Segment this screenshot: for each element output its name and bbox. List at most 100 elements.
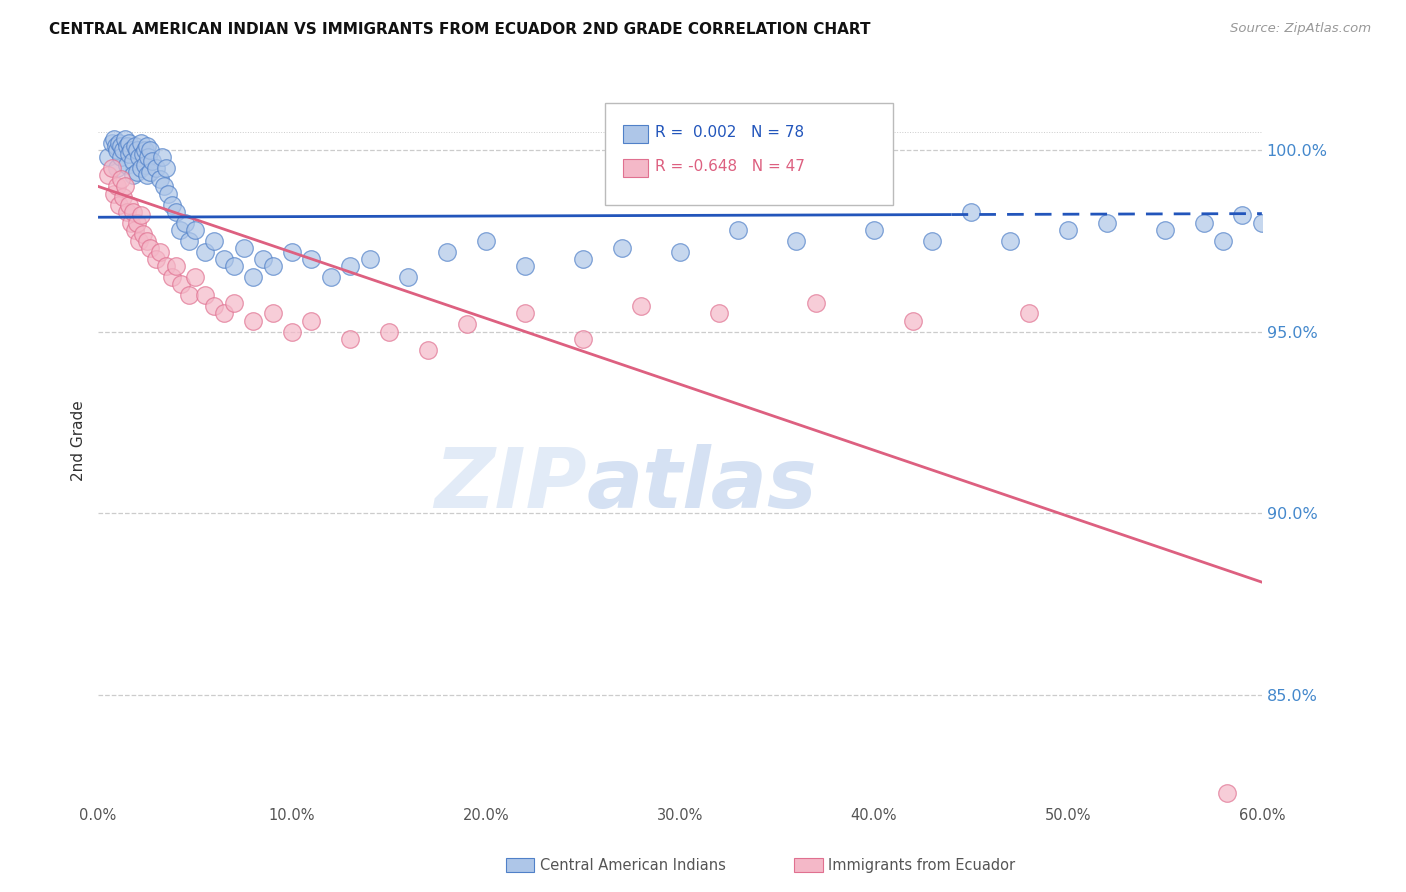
Point	[174, 216, 197, 230]
Point	[122, 153, 145, 168]
Text: Immigrants from Ecuador: Immigrants from Ecuador	[828, 858, 1015, 872]
Point	[232, 241, 254, 255]
Point	[194, 288, 217, 302]
Point	[572, 252, 595, 266]
Point	[610, 241, 633, 255]
Point	[416, 343, 439, 357]
Point	[135, 234, 157, 248]
Point	[150, 150, 173, 164]
Point	[107, 143, 129, 157]
Point	[252, 252, 274, 266]
Point	[222, 295, 245, 310]
Point	[125, 165, 148, 179]
Y-axis label: 2nd Grade: 2nd Grade	[72, 401, 86, 481]
Point	[153, 179, 176, 194]
Text: Central American Indians: Central American Indians	[540, 858, 725, 872]
Point	[204, 299, 226, 313]
Point	[118, 146, 141, 161]
Text: ZIP: ZIP	[434, 443, 586, 524]
Point	[107, 161, 129, 176]
Point	[100, 136, 122, 150]
Point	[319, 270, 342, 285]
Point	[160, 197, 183, 211]
Point	[107, 179, 129, 194]
Point	[1216, 786, 1239, 800]
Point	[630, 299, 652, 313]
Point	[727, 223, 749, 237]
Point	[120, 143, 142, 157]
Point	[1057, 223, 1080, 237]
Point	[112, 143, 135, 157]
Point	[110, 172, 132, 186]
Point	[1192, 216, 1215, 230]
Point	[97, 169, 120, 183]
Point	[112, 190, 135, 204]
Point	[100, 161, 122, 176]
Text: CENTRAL AMERICAN INDIAN VS IMMIGRANTS FROM ECUADOR 2ND GRADE CORRELATION CHART: CENTRAL AMERICAN INDIAN VS IMMIGRANTS FR…	[49, 22, 870, 37]
Point	[115, 139, 138, 153]
Point	[299, 252, 322, 266]
Point	[212, 252, 235, 266]
Point	[396, 270, 419, 285]
Point	[436, 244, 458, 259]
Text: R = -0.648   N = 47: R = -0.648 N = 47	[655, 160, 806, 174]
Point	[179, 288, 201, 302]
Point	[456, 318, 478, 332]
Point	[139, 165, 162, 179]
Point	[960, 204, 983, 219]
Point	[139, 241, 162, 255]
Point	[145, 252, 167, 266]
Point	[1250, 216, 1272, 230]
Point	[204, 234, 226, 248]
Point	[281, 325, 304, 339]
Point	[281, 244, 304, 259]
Point	[242, 314, 264, 328]
Point	[104, 139, 127, 153]
Point	[785, 234, 807, 248]
Point	[124, 139, 146, 153]
Point	[129, 161, 152, 176]
Point	[97, 150, 120, 164]
Point	[110, 150, 132, 164]
Point	[129, 208, 152, 222]
Point	[378, 325, 401, 339]
Point	[160, 270, 183, 285]
Point	[669, 244, 692, 259]
Point	[129, 136, 152, 150]
Point	[114, 179, 136, 194]
Text: atlas: atlas	[586, 443, 817, 524]
Point	[863, 223, 886, 237]
Point	[1212, 234, 1234, 248]
Point	[128, 234, 150, 248]
Point	[149, 244, 172, 259]
Point	[108, 136, 131, 150]
Point	[475, 234, 498, 248]
Point	[804, 295, 827, 310]
Point	[114, 132, 136, 146]
Point	[998, 234, 1021, 248]
Point	[513, 306, 536, 320]
Point	[572, 332, 595, 346]
Point	[262, 259, 284, 273]
Point	[122, 169, 145, 183]
Point	[1232, 208, 1254, 222]
Point	[108, 197, 131, 211]
Point	[513, 259, 536, 273]
Point	[125, 143, 148, 157]
Point	[222, 259, 245, 273]
Point	[135, 169, 157, 183]
Point	[184, 223, 207, 237]
Point	[339, 332, 361, 346]
Point	[134, 143, 156, 157]
Point	[156, 186, 179, 201]
Point	[103, 132, 125, 146]
Point	[128, 150, 150, 164]
Point	[184, 270, 207, 285]
Text: R =  0.002   N = 78: R = 0.002 N = 78	[655, 126, 804, 140]
Point	[141, 153, 163, 168]
Point	[155, 259, 177, 273]
Point	[921, 234, 943, 248]
Point	[134, 158, 156, 172]
Point	[242, 270, 264, 285]
Point	[135, 139, 157, 153]
